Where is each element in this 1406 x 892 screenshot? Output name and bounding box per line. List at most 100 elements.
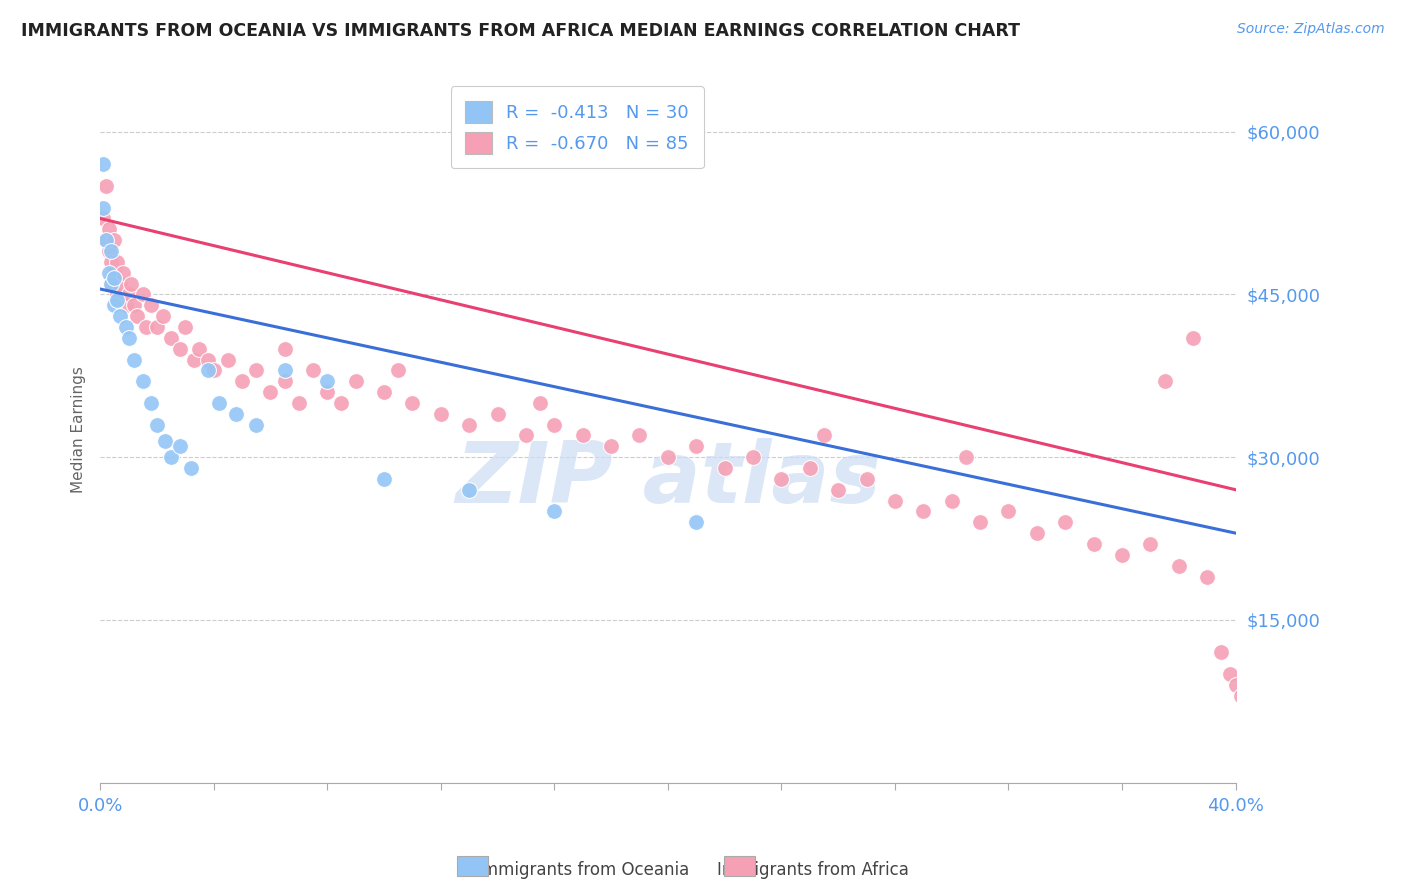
Point [969, 516, 991, 530]
Point [94, 178, 117, 193]
Point [231, 374, 253, 388]
Point [97, 222, 120, 236]
Point [486, 407, 509, 421]
Point [373, 385, 395, 400]
Y-axis label: Median Earnings: Median Earnings [72, 367, 86, 493]
Point [259, 385, 281, 400]
Point [94, 233, 117, 247]
Point [1111, 548, 1133, 562]
Point [135, 320, 157, 334]
Point [1230, 689, 1253, 703]
Point [571, 428, 593, 442]
Point [1211, 645, 1233, 659]
Point [105, 287, 128, 301]
Point [1225, 678, 1247, 692]
Point [183, 352, 205, 367]
Point [105, 255, 128, 269]
Point [100, 277, 122, 291]
Point [1153, 374, 1175, 388]
Point [1083, 537, 1105, 551]
Point [108, 309, 131, 323]
Point [387, 363, 409, 377]
Point [515, 428, 537, 442]
Point [1025, 526, 1047, 541]
Point [108, 277, 131, 291]
Point [97, 266, 120, 280]
Point [855, 472, 877, 486]
Point [429, 407, 451, 421]
Point [100, 244, 122, 258]
Point [91, 157, 114, 171]
Point [628, 428, 651, 442]
Text: ZIP atlas: ZIP atlas [456, 438, 880, 521]
Point [152, 309, 174, 323]
Point [273, 342, 295, 356]
Point [1267, 727, 1289, 741]
Point [316, 374, 339, 388]
Point [146, 417, 169, 432]
Point [141, 298, 163, 312]
Point [373, 472, 395, 486]
Point [245, 417, 267, 432]
Point [600, 439, 623, 453]
Text: Source: ZipAtlas.com: Source: ZipAtlas.com [1237, 22, 1385, 37]
Point [103, 233, 125, 247]
Point [114, 298, 136, 312]
Point [122, 298, 145, 312]
Point [458, 483, 481, 497]
Point [302, 363, 325, 377]
Point [197, 363, 219, 377]
Point [208, 396, 231, 410]
Point [202, 363, 225, 377]
Point [125, 309, 148, 323]
Point [273, 374, 295, 388]
Point [1253, 722, 1275, 736]
Point [155, 434, 177, 448]
Point [141, 396, 163, 410]
Point [1239, 699, 1261, 714]
Point [100, 277, 122, 291]
Point [100, 255, 122, 269]
Point [288, 396, 311, 410]
Point [225, 407, 247, 421]
Text: Immigrants from Oceania: Immigrants from Oceania [477, 861, 689, 879]
Point [273, 363, 295, 377]
Point [316, 385, 339, 400]
Point [188, 342, 211, 356]
Point [114, 320, 136, 334]
Point [458, 417, 481, 432]
Point [657, 450, 679, 465]
Point [97, 244, 120, 258]
Point [94, 233, 117, 247]
Point [1219, 667, 1241, 681]
Point [117, 287, 139, 301]
Point [169, 342, 191, 356]
Point [105, 293, 128, 307]
Point [543, 504, 565, 518]
Point [174, 320, 197, 334]
Point [330, 396, 353, 410]
Point [941, 493, 963, 508]
Point [344, 374, 367, 388]
Point [131, 374, 153, 388]
Point [799, 461, 821, 475]
Point [122, 352, 145, 367]
Point [912, 504, 935, 518]
Point [111, 266, 134, 280]
Point [160, 331, 183, 345]
Point [685, 439, 707, 453]
Point [813, 428, 835, 442]
Point [91, 201, 114, 215]
Point [1182, 331, 1205, 345]
Point [770, 472, 793, 486]
Point [997, 504, 1019, 518]
Point [1197, 569, 1219, 583]
Point [1247, 705, 1270, 719]
Point [827, 483, 849, 497]
Point [120, 277, 142, 291]
Point [91, 211, 114, 226]
Point [742, 450, 765, 465]
Point [103, 298, 125, 312]
Point [197, 352, 219, 367]
Point [160, 450, 183, 465]
